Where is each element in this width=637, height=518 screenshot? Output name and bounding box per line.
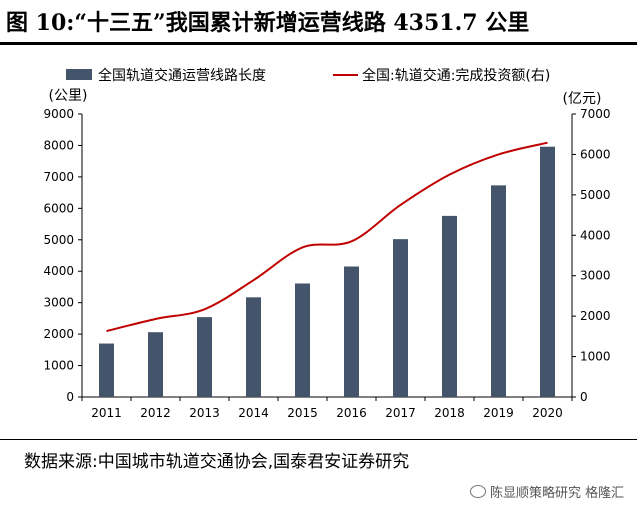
- right-axis-tick-label: 0: [580, 390, 588, 404]
- left-axis-tick-label: 9000: [43, 107, 74, 121]
- left-axis-tick-label: 8000: [43, 138, 74, 152]
- x-axis-tick-label: 2013: [189, 406, 220, 420]
- right-axis-unit: (亿元): [563, 91, 602, 107]
- left-axis-tick-label: 3000: [43, 296, 74, 310]
- left-axis-tick-label: 5000: [43, 233, 74, 247]
- bar-2011: [99, 343, 114, 397]
- legend-line-label: 全国:轨道交通:完成投资额(右): [362, 67, 550, 84]
- x-axis-tick-label: 2014: [238, 406, 269, 420]
- investment-line: [106, 141, 548, 333]
- bar-2014: [246, 297, 261, 397]
- x-axis-tick-label: 2016: [336, 406, 367, 420]
- left-axis-unit: (公里): [49, 88, 88, 104]
- source-rule: [0, 439, 637, 440]
- left-axis-tick-label: 2000: [43, 327, 74, 341]
- chart-title: 图 10:“十三五”我国累计新增运营线路 4351.7 公里: [6, 10, 530, 36]
- x-axis-tick-label: 2019: [483, 406, 514, 420]
- bar-2017: [393, 239, 408, 397]
- right-axis-tick-label: 4000: [580, 228, 611, 242]
- legend-bar-swatch: [66, 69, 92, 80]
- title-rule: [0, 42, 637, 45]
- bar-2015: [295, 283, 310, 397]
- right-axis-tick-label: 5000: [580, 188, 611, 202]
- bar-2012: [148, 332, 163, 397]
- wechat-icon: [470, 485, 486, 498]
- watermark-text: 陈显顺策略研究 格隆汇: [490, 486, 625, 501]
- left-axis-tick-label: 4000: [43, 264, 74, 278]
- x-axis-tick-label: 2020: [532, 406, 563, 420]
- x-axis-tick-label: 2011: [91, 406, 122, 420]
- source-note: 数据来源:中国城市轨道交通协会,国泰君安证券研究: [24, 452, 410, 472]
- bar-2018: [442, 215, 457, 397]
- left-axis-tick-label: 1000: [43, 359, 74, 373]
- bar-2016: [344, 266, 359, 397]
- right-axis-tick-label: 2000: [580, 309, 611, 323]
- bar-2020: [540, 146, 555, 397]
- left-axis-tick-label: 6000: [43, 201, 74, 215]
- bar-2019: [491, 185, 506, 397]
- right-axis-tick-label: 1000: [580, 350, 611, 364]
- left-axis-tick-label: 7000: [43, 170, 74, 184]
- left-axis-tick-label: 0: [66, 390, 74, 404]
- right-axis-tick-label: 6000: [580, 147, 611, 161]
- x-axis-tick-label: 2015: [287, 406, 318, 420]
- right-axis-tick-label: 3000: [580, 269, 611, 283]
- x-axis-tick-label: 2018: [434, 406, 465, 420]
- x-axis-tick-label: 2017: [385, 406, 416, 420]
- legend-bar-label: 全国轨道交通运营线路长度: [98, 67, 266, 84]
- watermark: 陈显顺策略研究 格隆汇: [470, 482, 624, 501]
- right-axis-tick-label: 7000: [580, 107, 611, 121]
- combo-chart: 全国轨道交通运营线路长度 全国:轨道交通:完成投资额(右) (公里) (亿元) …: [43, 67, 611, 420]
- x-axis-tick-label: 2012: [140, 406, 171, 420]
- bar-2013: [197, 317, 212, 397]
